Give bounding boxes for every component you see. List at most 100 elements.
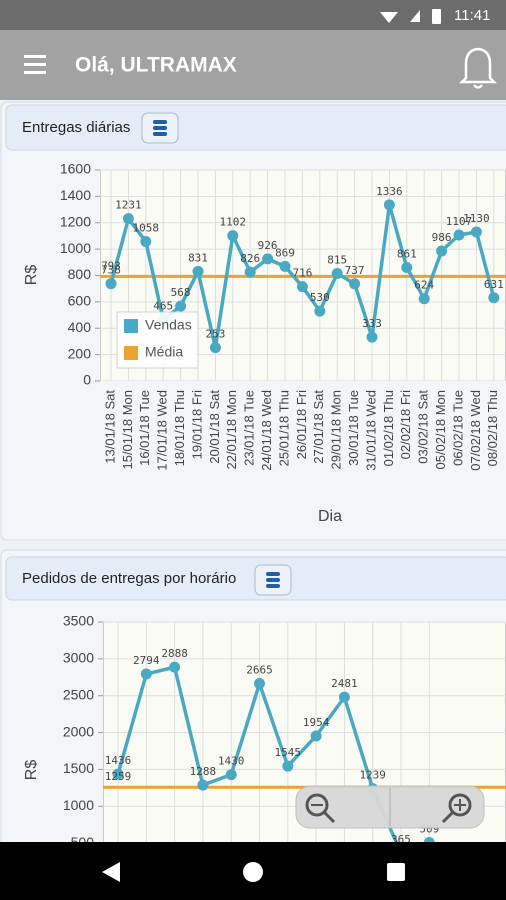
x-tick-label: 16/01/18 Tue: [137, 390, 152, 466]
x-axis-label: Dia: [318, 508, 342, 525]
data-point: [349, 278, 361, 290]
data-label: 861: [397, 247, 417, 260]
x-tick-label: 18/01/18 Thu: [172, 390, 187, 466]
x-tick-label: 26/01/18 Fri: [294, 390, 309, 459]
data-point: [282, 760, 294, 772]
status-bar: [0, 0, 506, 30]
y-tick-label: 3500: [63, 613, 94, 629]
x-tick-label: 20/01/18 Sat: [207, 390, 222, 464]
app-title: Olá, ULTRAMAX: [75, 54, 237, 77]
data-point: [279, 260, 291, 272]
card-header: [5, 104, 506, 151]
y-tick-label: 1200: [60, 213, 91, 229]
data-point: [383, 199, 395, 211]
data-label: 1239: [359, 769, 386, 782]
legend-swatch: [124, 346, 138, 360]
card-title: Pedidos de entregas por horário: [22, 570, 236, 587]
card-title: Entregas diárias: [22, 119, 130, 136]
x-tick-label: 25/01/18 Thu: [276, 390, 291, 466]
y-tick-label: 2500: [63, 686, 94, 702]
y-tick-label: 600: [68, 293, 92, 309]
notification-button[interactable]: [458, 47, 498, 89]
x-tick-label: 31/01/18 Wed: [363, 390, 378, 471]
navigation-bar: [0, 842, 506, 900]
data-point: [105, 278, 117, 290]
x-tick-label: 27/01/18 Sat: [311, 390, 326, 464]
data-label: 1288: [190, 765, 217, 778]
data-label: 737: [345, 264, 365, 277]
x-tick-label: 30/01/18 Tue: [346, 390, 361, 466]
data-label: 2888: [161, 647, 188, 660]
zoom-in-button[interactable]: [441, 793, 472, 824]
data-point: [192, 265, 204, 277]
x-tick-label: 02/02/18 Fri: [398, 390, 413, 459]
data-label: 716: [292, 267, 312, 280]
data-label: 1430: [218, 755, 245, 768]
legend-label: Média: [145, 344, 183, 360]
y-tick-label: 1400: [60, 187, 91, 203]
data-label: 1102: [220, 216, 247, 229]
legend-label: Vendas: [145, 317, 192, 333]
data-label: 631: [484, 278, 504, 291]
data-point: [366, 331, 378, 343]
data-point: [331, 268, 343, 280]
x-tick-label: 07/02/18 Wed: [468, 390, 483, 471]
zoom-controls: [295, 785, 485, 829]
back-button[interactable]: [102, 862, 120, 882]
plot-area: [103, 621, 506, 842]
battery-icon: [432, 9, 441, 24]
data-label: 986: [432, 231, 452, 244]
data-point: [436, 245, 448, 257]
x-tick-label: 05/02/18 Mon: [433, 390, 448, 470]
data-label: 624: [414, 279, 434, 292]
data-point: [140, 235, 152, 247]
home-button[interactable]: [243, 862, 263, 882]
data-label: 826: [240, 252, 260, 265]
data-point: [314, 305, 326, 317]
recents-button[interactable]: [387, 863, 405, 881]
data-label: 2665: [246, 664, 273, 677]
y-tick-label: 800: [68, 266, 92, 282]
data-label: 1336: [376, 185, 403, 198]
y-tick-label: 400: [68, 319, 92, 335]
legend-swatch: [124, 319, 138, 333]
zoom-out-button[interactable]: [305, 793, 336, 824]
data-label: 1107: [446, 215, 473, 228]
data-label: 1954: [303, 716, 330, 729]
x-tick-label: 19/01/18 Fri: [189, 390, 204, 459]
y-tick-label: 3000: [63, 650, 94, 666]
y-tick-label: 0: [83, 372, 91, 388]
data-point: [254, 678, 265, 690]
data-point: [227, 230, 239, 242]
data-point: [418, 293, 430, 305]
data-label: 568: [171, 286, 191, 299]
data-label: 1058: [133, 221, 160, 234]
wifi-icon: [380, 12, 398, 23]
x-tick-label: 15/01/18 Mon: [120, 390, 135, 470]
data-label: 253: [205, 328, 225, 341]
x-tick-label: 24/01/18 Wed: [259, 390, 274, 471]
x-tick-label: 01/02/18 Thu: [381, 390, 396, 466]
data-point: [453, 229, 465, 241]
data-point: [401, 261, 413, 273]
y-axis-label: R$: [23, 265, 40, 286]
data-button[interactable]: [141, 112, 179, 144]
x-tick-label: 03/02/18 Sat: [416, 390, 431, 464]
data-point: [122, 213, 134, 225]
y-tick-label: 1000: [63, 797, 94, 813]
x-tick-label: 08/02/18 Thu: [485, 390, 500, 466]
menu-button[interactable]: [24, 55, 46, 74]
data-point: [488, 292, 500, 304]
data-label: 530: [310, 291, 330, 304]
y-axis-label: R$: [23, 760, 40, 781]
data-label: 2481: [331, 677, 358, 690]
data-label: 1545: [275, 746, 302, 759]
data-button[interactable]: [254, 564, 292, 596]
data-point: [310, 730, 322, 742]
average-label: 793: [101, 259, 121, 272]
data-label: 1231: [115, 199, 142, 212]
x-tick-label: 23/01/18 Tue: [242, 390, 257, 466]
